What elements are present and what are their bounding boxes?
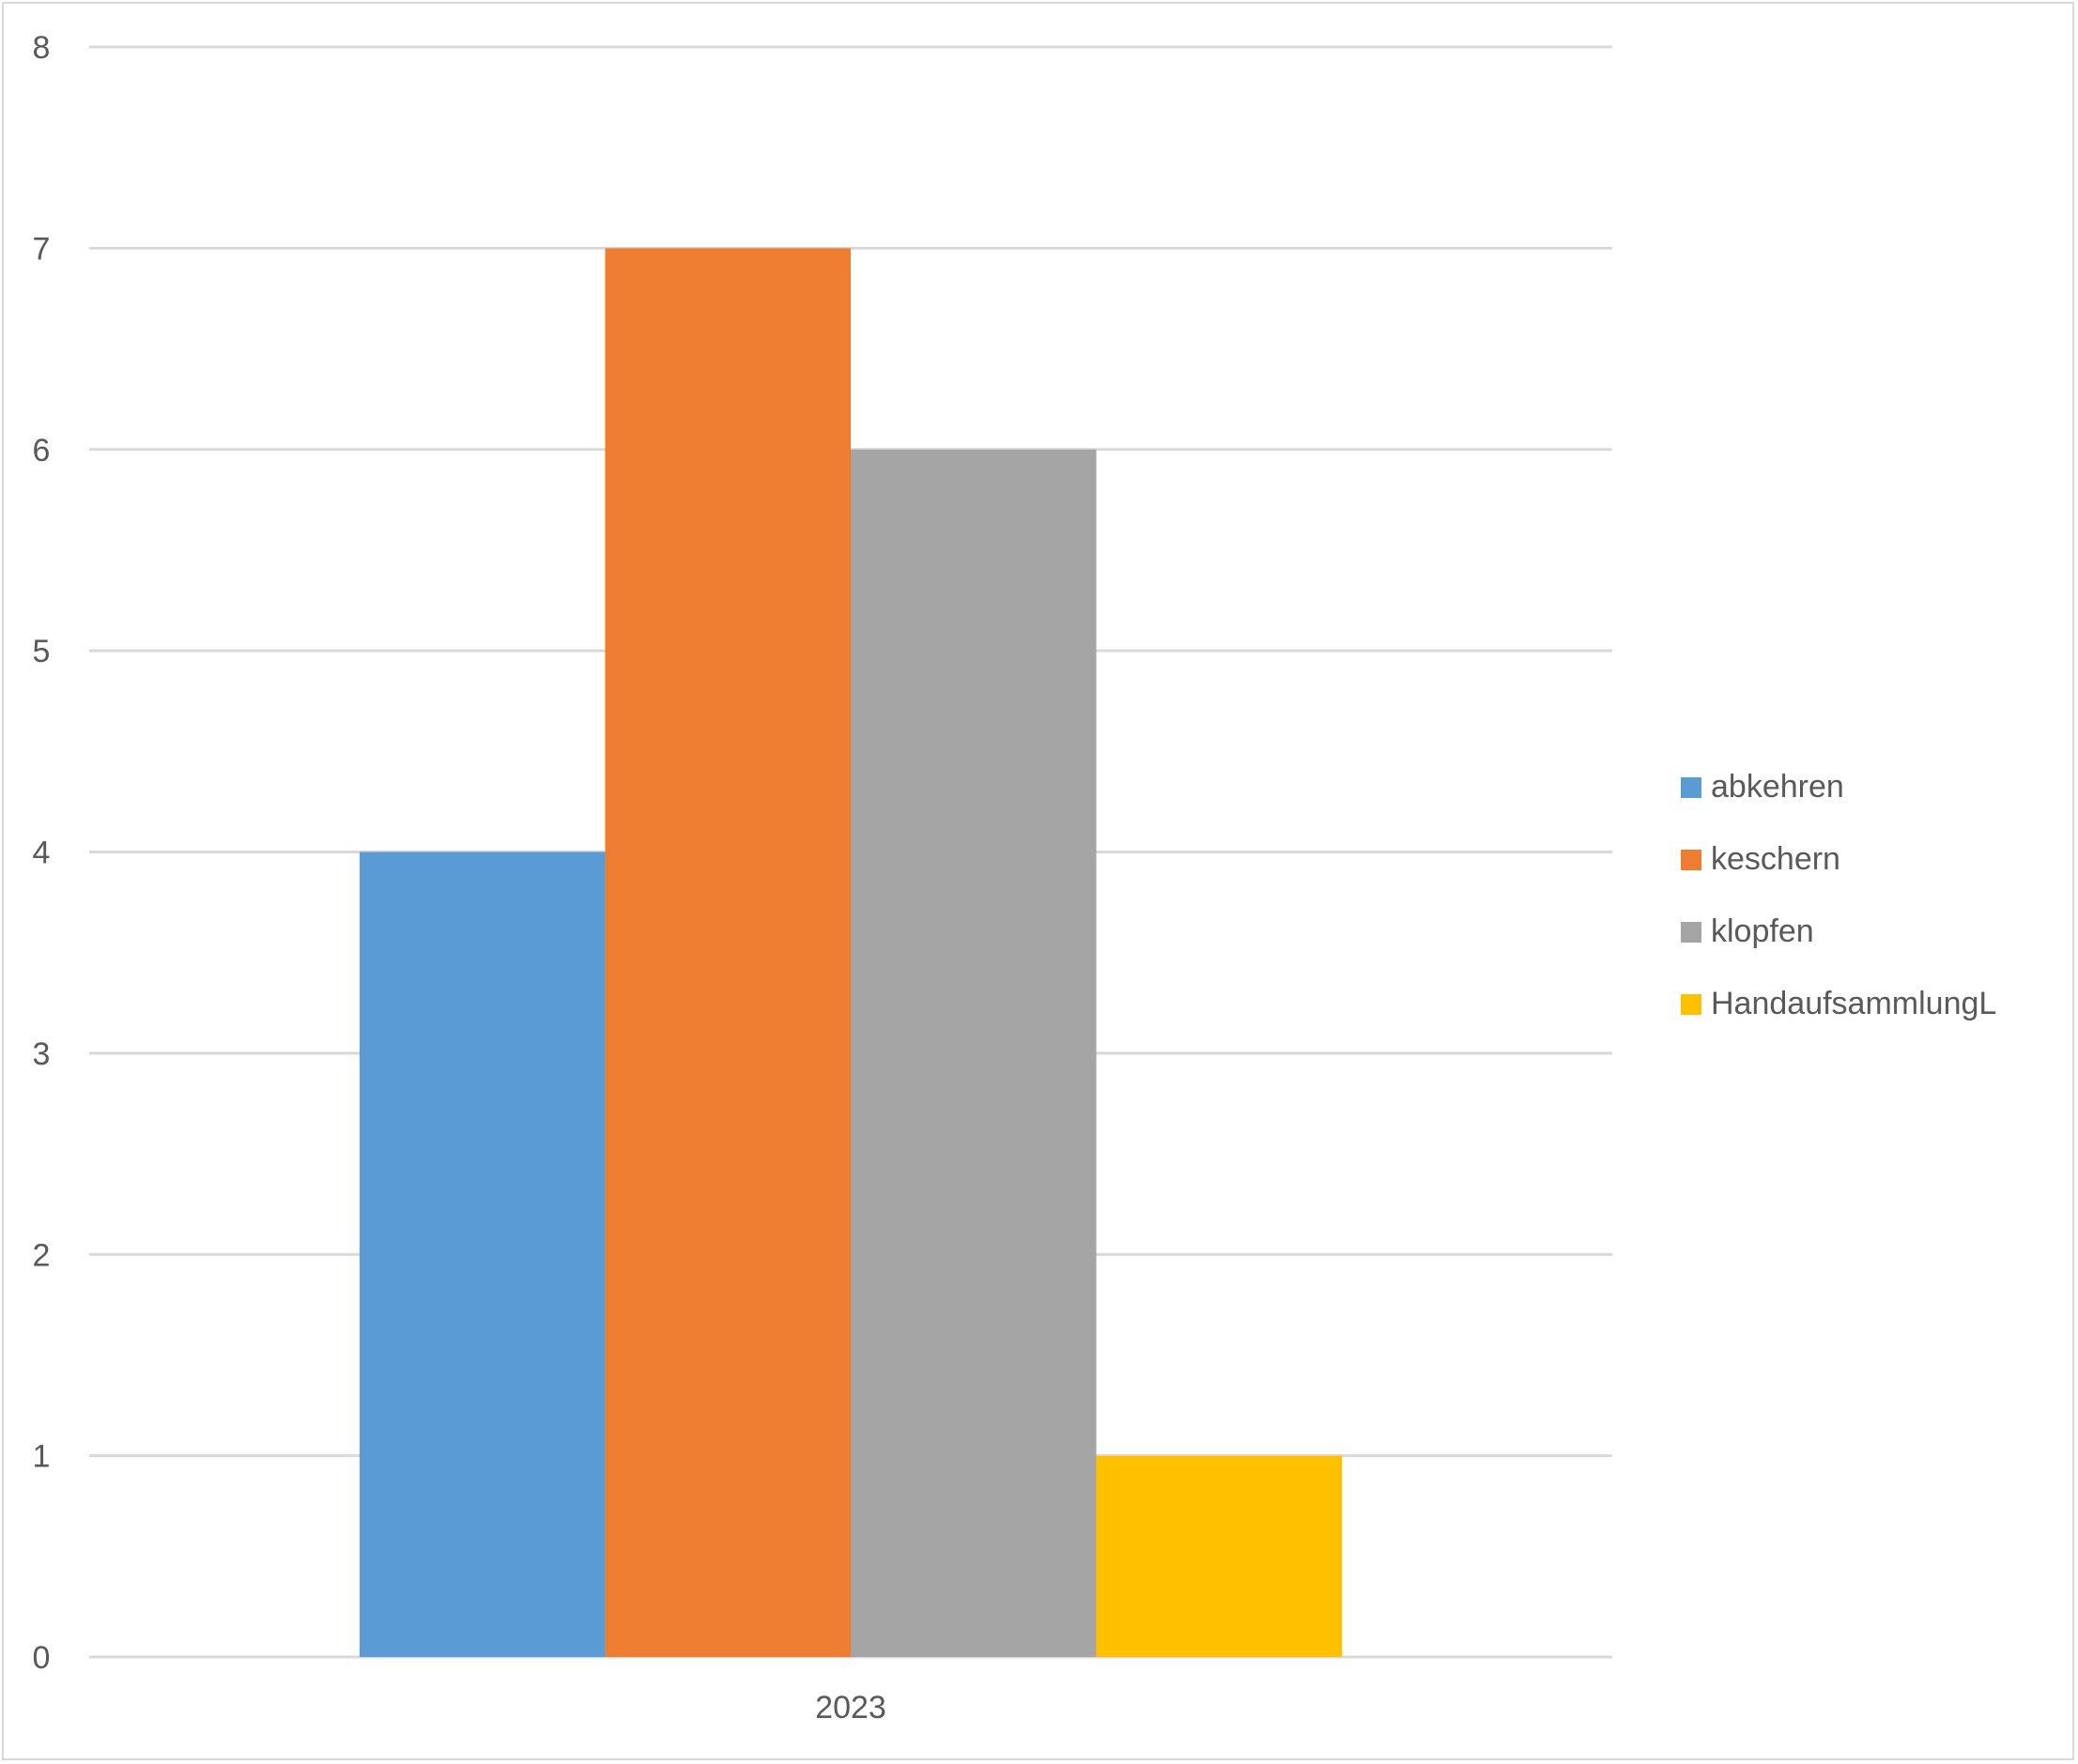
legend-label: klopfen xyxy=(1711,913,1814,949)
legend-item: abkehren xyxy=(1681,751,1996,823)
y-tick-label: 5 xyxy=(33,634,51,669)
y-tick-label: 3 xyxy=(33,1036,51,1072)
y-tick-label: 2 xyxy=(33,1237,51,1273)
legend-label: keschern xyxy=(1711,841,1840,877)
bar-handaufsammlungl xyxy=(1096,1455,1343,1657)
y-tick-label: 4 xyxy=(33,836,51,871)
legend-swatch xyxy=(1681,921,1701,943)
x-tick-label: 2023 xyxy=(815,1690,886,1726)
x-axis-ticks: 2023 xyxy=(815,1690,886,1726)
y-tick-label: 8 xyxy=(33,30,51,66)
bar-abkehren xyxy=(359,851,606,1657)
legend-swatch xyxy=(1681,993,1701,1015)
legend-item: keschern xyxy=(1681,823,1996,896)
legend-swatch xyxy=(1681,849,1701,870)
bars xyxy=(359,248,1343,1657)
bar-keschern xyxy=(605,248,851,1657)
legend-item: HandaufsammlungL xyxy=(1681,968,1996,1040)
legend-swatch xyxy=(1681,776,1701,798)
legend: abkehren keschern klopfen HandaufsammlungL xyxy=(1681,751,1996,1040)
bar-klopfen xyxy=(851,449,1097,1657)
legend-item: klopfen xyxy=(1681,896,1996,968)
legend-label: abkehren xyxy=(1711,769,1844,805)
legend-label: HandaufsammlungL xyxy=(1711,986,1997,1021)
y-tick-label: 6 xyxy=(33,433,51,468)
y-tick-label: 1 xyxy=(33,1439,51,1475)
y-tick-label: 0 xyxy=(33,1640,51,1676)
y-axis-ticks: 0 1 2 3 4 5 6 7 8 xyxy=(33,30,51,1676)
y-tick-label: 7 xyxy=(33,231,51,267)
